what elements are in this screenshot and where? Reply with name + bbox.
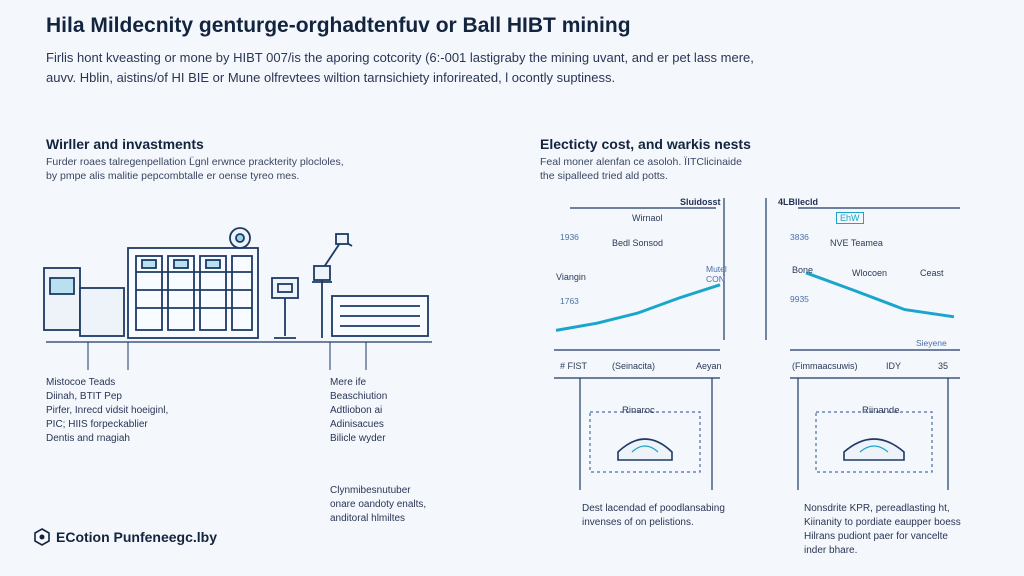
chart-right-badge: EhW <box>836 212 864 224</box>
list-item: Mere ife <box>330 377 367 388</box>
list-item: Mistocoe Teads <box>46 377 116 388</box>
intro-line-1: Firlis hont kveasting or mone by HIBT 00… <box>46 50 754 65</box>
mining-illustration <box>43 227 432 370</box>
caption-line: Kiinanity to pordiate eaupper boess <box>804 517 961 528</box>
chart-left-x-label-3: Aeyan <box>696 361 722 371</box>
crane-arm-icon <box>312 233 353 338</box>
line-series-left <box>555 283 721 332</box>
chart-right-annotation: Sieyene <box>916 338 947 348</box>
annotation-line: CON <box>706 274 725 284</box>
logo-icon <box>34 528 50 546</box>
caption-line: Hilrans pudiont paer for vancelte <box>804 531 948 542</box>
list-item: Adtliobon ai <box>330 405 383 416</box>
bottom-text-line: anditoral hlmiltes <box>330 513 406 524</box>
list-item: Dentis and rnagiah <box>46 433 130 444</box>
chart-left-label-mid: Bedl Sonsod <box>612 238 664 248</box>
chart-left-annotation: Mutel CON <box>706 264 727 284</box>
page-title: Hila Mildecnity genturge-orghadtenfuv or… <box>46 14 631 37</box>
caption-line: Dest lacendad ef poodlansabing <box>582 503 725 514</box>
chart-right-tick-1: 3836 <box>790 232 809 242</box>
chart-right-x-label-2: IDY <box>886 361 902 371</box>
chart-left-box-label: Rinaroc <box>622 405 655 416</box>
caption-line: inder bhare. <box>804 545 858 556</box>
bottom-text-line: onare oandoty enalts, <box>330 499 427 510</box>
gear-icon <box>229 227 251 249</box>
chart-left-tick-1: 1936 <box>560 232 579 242</box>
left-list: Mistocoe Teads Diinah, BTIT Pep Pirfer, … <box>46 376 168 446</box>
chart-left-tick-2: 1763 <box>560 296 579 306</box>
list-item: Beaschiution <box>330 391 388 402</box>
right-list: Mere ife Beaschiution Adtliobon ai Adini… <box>330 376 387 446</box>
left-section-text-1: Furder roaes talregenpellation L̈gnl erw… <box>46 156 344 168</box>
caption-line: Nonsdrite KPR, pereadlasting ht, <box>804 503 950 514</box>
chart-right-x-label-3: 35 <box>938 361 949 371</box>
charts-frame <box>554 198 960 490</box>
chart-right-label-mid: NVE Teamea <box>830 238 883 248</box>
chart-right-label-end: Ceast <box>920 268 944 278</box>
list-item: Diinah, BTIT Pep <box>46 391 122 402</box>
chart-left-caption: Dest lacendad ef poodlansabing invenses … <box>582 502 725 530</box>
chart-right-tick-2: 9935 <box>790 294 809 304</box>
chart-right-box-label: Riinande <box>862 405 900 416</box>
line-series-right <box>805 271 955 319</box>
caption-line: invenses of on pelistions. <box>582 517 694 528</box>
chart-left-x-label-1: # FIST <box>560 361 588 371</box>
device-icon <box>617 438 905 461</box>
chart-left-label-y: Viangin <box>556 272 586 282</box>
chart-right-x-label-1: (Fimmaacsuwis) <box>792 361 858 371</box>
monitor-stand-icon <box>271 277 299 339</box>
right-section-text-2: the sipalleed tried ald potts. <box>540 170 668 182</box>
mining-machine-icon <box>127 247 259 339</box>
chart-right-header: 4LBllecld <box>778 197 819 207</box>
left-section-text-2: by pmpe alis malitie pepcombtalle er oen… <box>46 170 300 182</box>
chart-right-caption: Nonsdrite KPR, pereadlasting ht, Kiinani… <box>804 502 961 558</box>
list-item: Bilicle wyder <box>330 433 386 444</box>
left-bottom-text: Clynmibesnutuber onare oandoty enalts, a… <box>330 484 426 526</box>
chart-left-label-top: Wirnaol <box>632 213 663 223</box>
chart-right-label-mid2: Wlocoen <box>852 268 888 278</box>
list-item: Pirfer, Inrecd vidsit hoeiginl, <box>46 405 169 416</box>
chart-left-x-label-2: (Seinacita) <box>612 361 656 371</box>
right-section-text-1: Feal moner alenfan ce asoloh. ÏITClicin… <box>540 156 742 168</box>
right-section-title: Electicty cost, and warkis nests <box>540 136 751 152</box>
left-section-title: Wirller and invastments <box>46 136 204 152</box>
chart-right-label-start: Bone <box>792 265 814 275</box>
chart-left-header: Sluidosst <box>680 197 721 207</box>
footer-brand: ECotion Punfeneegc.lby <box>56 529 218 545</box>
annotation-line: Mutel <box>706 264 727 274</box>
server-rack-icon <box>43 267 125 337</box>
list-item: Adinisacues <box>330 419 384 430</box>
bottom-text-line: Clynmibesnutuber <box>330 485 411 496</box>
intro-line-2: auvv. Hblin, aistins/of HI BIE or Mune o… <box>46 70 616 85</box>
list-item: PIC; HIIS forpeckablier <box>46 419 148 430</box>
